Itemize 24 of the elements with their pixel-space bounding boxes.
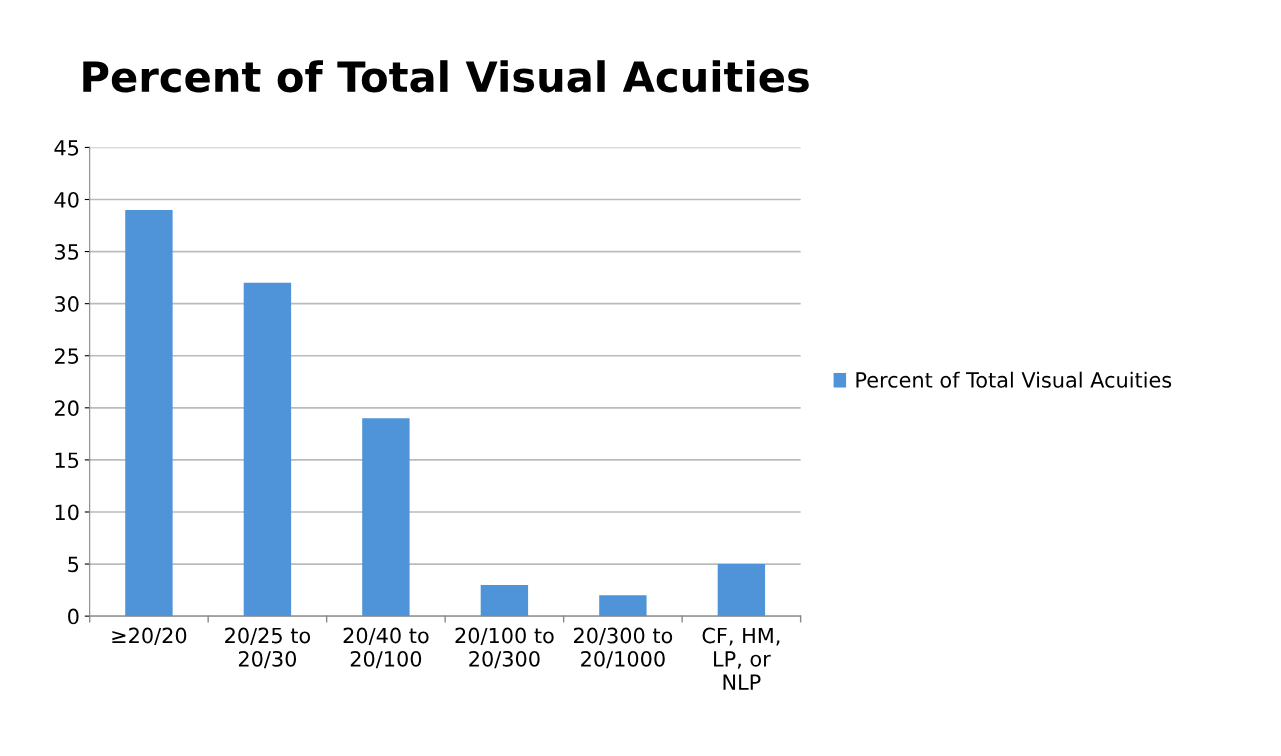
y-tick-label: 35 [55, 244, 79, 260]
x-tick-label: 20/25 to 20/30 [225, 627, 311, 669]
y-tick-label: 45 [54, 140, 79, 156]
y-tick-label: 5 [68, 556, 79, 573]
y-tick-label: 0 [68, 608, 79, 625]
legend-label: Percent of Total Visual Acuities [856, 371, 1172, 388]
bar [125, 209, 173, 617]
y-tick-label: 15 [55, 452, 79, 469]
bar [717, 564, 766, 617]
x-tick-label: 20/300 to 20/1000 [574, 627, 673, 669]
x-tick-label: ≥20/20 [112, 627, 187, 646]
y-tick-label: 40 [54, 191, 79, 208]
y-tick-label: 30 [55, 296, 79, 312]
y-tick-label: 25 [54, 348, 79, 364]
bar [362, 418, 410, 617]
bar [243, 282, 292, 617]
bar [599, 595, 647, 617]
x-tick-label: 20/100 to 20/300 [455, 627, 554, 669]
chart-title: Percent of Total Visual Acuities [83, 60, 809, 93]
x-tick-label: CF, HM, LP, or NLP [702, 627, 780, 690]
x-tick-label: 20/40 to 20/100 [343, 627, 429, 669]
y-tick-label: 20 [54, 400, 79, 417]
y-tick-label: 10 [55, 504, 79, 521]
bar [480, 584, 529, 617]
